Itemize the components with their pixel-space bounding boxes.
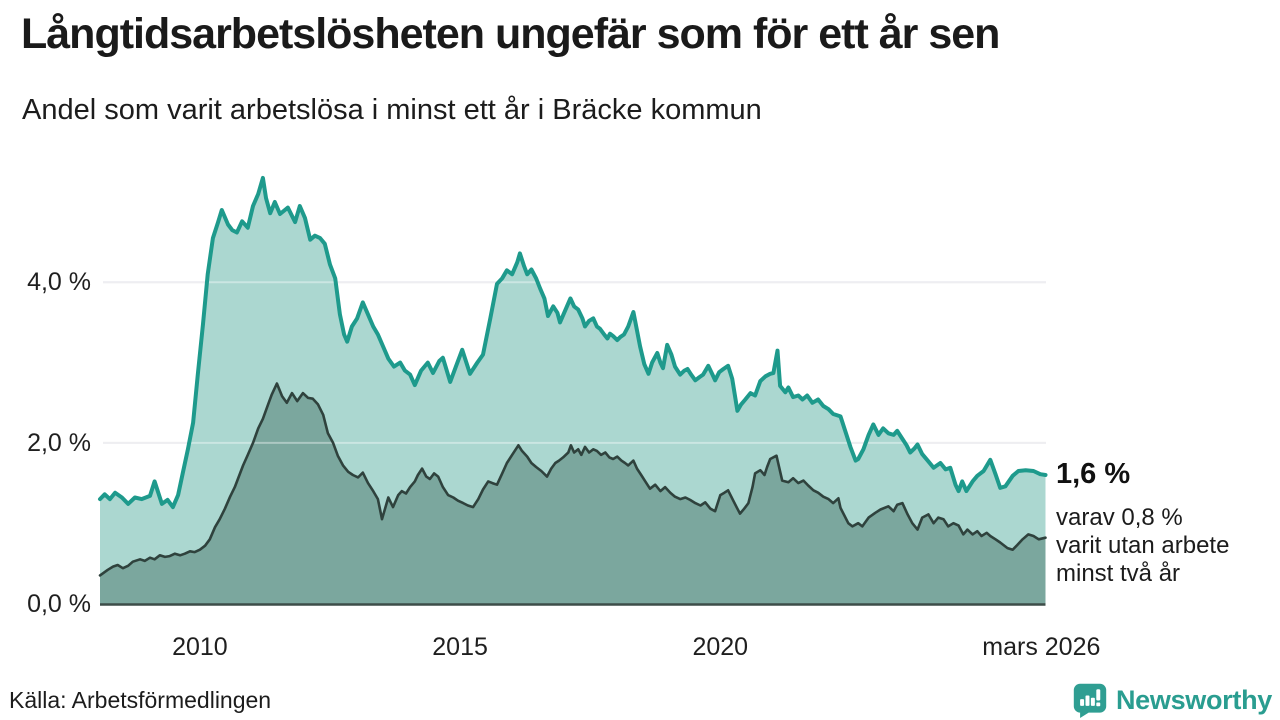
x-tick-label: mars 2026 xyxy=(982,633,1101,661)
page-subtitle: Andel som varit arbetslösa i minst ett å… xyxy=(22,94,762,126)
brand-name: Newsworthy xyxy=(1115,684,1272,715)
brand-logo: Newsworthy xyxy=(1072,682,1272,718)
x-tick-label: 2020 xyxy=(692,633,749,661)
y-tick-label: 0,0 % xyxy=(27,589,91,618)
y-tick-label: 2,0 % xyxy=(27,428,91,457)
source-note: Källa: Arbetsförmedlingen xyxy=(9,687,272,713)
speech-bubble-bar-chart-icon xyxy=(1072,682,1108,718)
page-title: Långtidsarbetslösheten ungefär som för e… xyxy=(21,10,1000,58)
x-tick-label: 2015 xyxy=(432,633,488,661)
line-unemployed-2yr xyxy=(98,382,1047,577)
x-tick-label: 2010 xyxy=(172,633,228,661)
y-tick-label: 4,0 % xyxy=(27,268,91,297)
latest-value-label: 1,6 % xyxy=(1056,458,1131,490)
area-unemployed-2yr xyxy=(100,383,1046,604)
latest-value-detail: varav 0,8 % varit utan arbete minst två … xyxy=(1056,504,1230,587)
line-unemployed-1yr xyxy=(98,175,1048,510)
